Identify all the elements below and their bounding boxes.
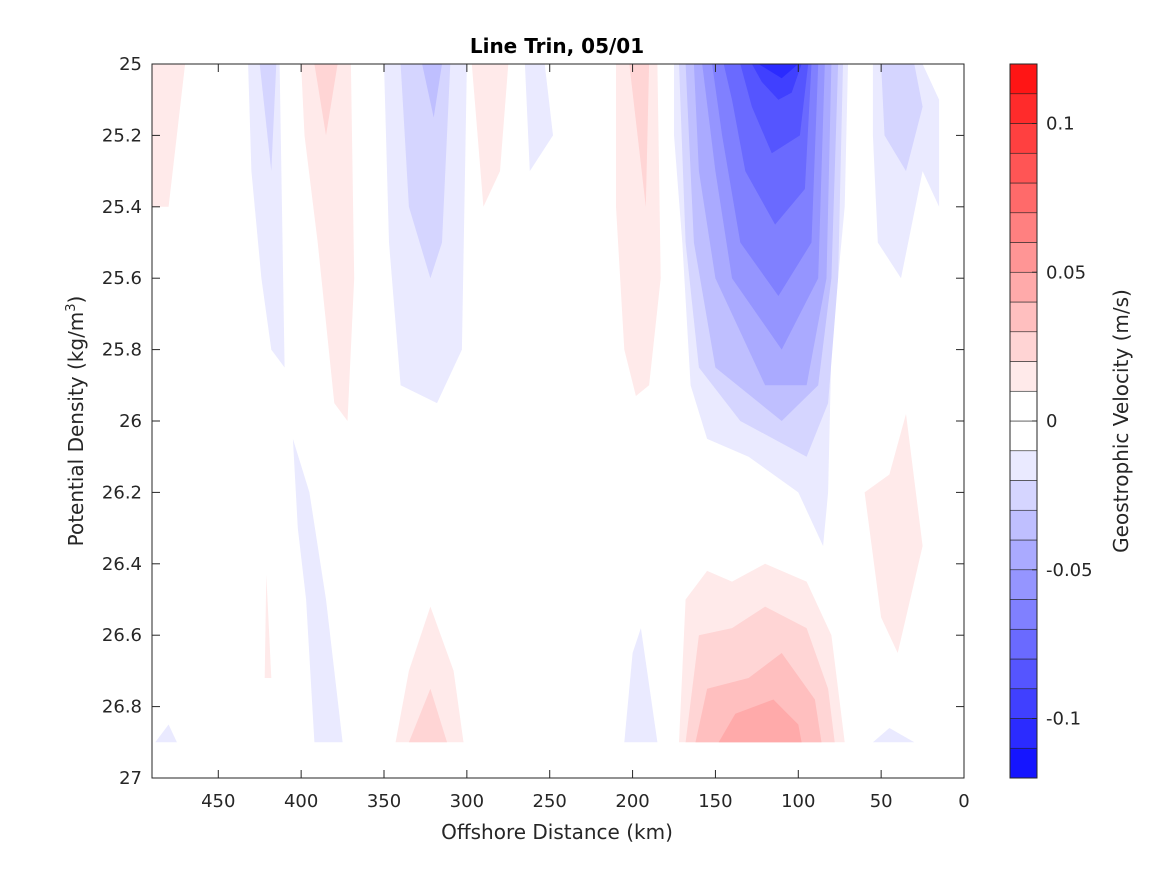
contour-regions: [152, 64, 940, 743]
x-tick-label: 450: [201, 791, 235, 812]
contour-pos-200-2: [629, 64, 650, 207]
contour-neg-330-3: [422, 64, 442, 118]
y-tick-label: 25.2: [102, 125, 142, 146]
colorbar: 0.1 0.05 0 -0.05 -0.1 Geostrophic Velocity (…: [1009, 63, 1133, 779]
contour-neg-east-2: [881, 64, 923, 172]
colorbar-tick-label: -0.1: [1046, 709, 1081, 730]
colorbar-band: [1009, 658, 1038, 690]
contour-pos-deep-main-4: [718, 699, 802, 743]
colorbar-band: [1009, 747, 1038, 779]
y-tick-label: 26.8: [102, 697, 142, 718]
y-axis-label-close: ): [64, 296, 88, 304]
colorbar-band: [1009, 361, 1038, 392]
contour-pos-200: [616, 64, 661, 396]
x-tick-label: 50: [870, 791, 893, 812]
x-tick-label: 150: [698, 791, 732, 812]
contour-pos-490: [152, 64, 186, 207]
colorbar-band: [1009, 152, 1038, 184]
colorbar-band: [1009, 480, 1038, 511]
contour-neg-45-deep: [872, 728, 915, 743]
y-tick-label: 25.6: [102, 268, 142, 289]
contour-pos-deep-325-2: [408, 688, 447, 743]
contour-neg-480-deep: [155, 724, 177, 743]
contour-neg-260: [524, 64, 553, 172]
x-tick-label: 350: [367, 791, 401, 812]
y-tick-label: 25.4: [102, 197, 142, 218]
colorbar-band: [1009, 569, 1038, 600]
contour-pos-385-2: [314, 64, 338, 136]
colorbar-band: [1009, 688, 1038, 719]
contour-neg-core-9: [751, 64, 802, 100]
contour-pos-east-deep: [864, 413, 923, 653]
y-tick-label: 27: [119, 768, 142, 789]
colorbar-band: [1009, 390, 1038, 422]
colorbar-band: [1009, 331, 1038, 362]
colorbar-band: [1009, 301, 1038, 333]
colorbar-band: [1009, 509, 1038, 541]
y-tick-label: 26.2: [102, 482, 142, 503]
y-tick-label: 26.6: [102, 625, 142, 646]
x-axis-label: Offshore Distance (km): [441, 820, 673, 844]
x-tick-label: 200: [615, 791, 649, 812]
contour-neg-200-deep: [624, 628, 658, 743]
x-tick-label: 300: [450, 791, 484, 812]
colorbar-tick-label: 0.05: [1046, 262, 1086, 283]
contour-neg-430-2: [259, 64, 277, 172]
colorbar-band: [1009, 123, 1038, 154]
contour-pos-deep-420: [264, 574, 272, 678]
contour-neg-400-deep: [292, 438, 343, 743]
colorbar-band: [1009, 420, 1038, 452]
y-tick-label: 25: [119, 54, 142, 75]
colorbar-band: [1009, 539, 1038, 571]
y-axis-ticks: 25 25.2 25.4 25.6 25.8 26 26.2 26.4 26.6 26.8 27: [102, 54, 964, 789]
y-axis-label-main: Potential Density (kg/m: [64, 312, 88, 547]
y-tick-label: 26: [119, 411, 142, 432]
x-tick-label: 400: [284, 791, 318, 812]
plot-area: 450 400 350 300 250 200 150 100 50 0 2525.225.425…: [102, 54, 970, 812]
contour-neg-330-2: [400, 64, 451, 279]
x-axis-ticks: 450 400 350 300 250 200 150 100 50 0: [201, 64, 970, 812]
x-tick-label: 0: [958, 791, 969, 812]
contour-neg-core-10: [758, 64, 799, 79]
colorbar-band: [1009, 718, 1038, 749]
x-tick-label: 100: [781, 791, 815, 812]
colorbar-band: [1009, 599, 1038, 630]
y-axis-label: Potential Density (kg/m3): [64, 296, 88, 547]
colorbar-band: [1009, 271, 1038, 303]
colorbar-label: Geostrophic Velocity (m/s): [1109, 289, 1133, 553]
colorbar-bands: [1009, 63, 1038, 779]
contour-pos-deep-325: [395, 606, 464, 743]
colorbar-band: [1009, 63, 1038, 95]
contour-pos-385: [301, 64, 355, 421]
y-tick-label: 26.4: [102, 554, 142, 575]
colorbar-tick-label: 0.1: [1046, 114, 1075, 135]
colorbar-tick-label: -0.05: [1046, 560, 1093, 581]
chart-title: Line Trin, 05/01: [470, 34, 644, 58]
colorbar-band: [1009, 242, 1038, 273]
x-tick-label: 250: [533, 791, 567, 812]
colorbar-band: [1009, 212, 1038, 243]
colorbar-band: [1009, 93, 1038, 124]
colorbar-band: [1009, 182, 1038, 214]
contour-pos-290: [471, 64, 509, 207]
contour-neg-430: [248, 64, 285, 368]
y-axis-label-superscript: 3: [64, 303, 79, 311]
colorbar-band: [1009, 628, 1038, 660]
colorbar-tick-label: 0: [1046, 411, 1057, 432]
colorbar-band: [1009, 450, 1038, 481]
y-tick-label: 25.8: [102, 340, 142, 361]
colorbar-ticks: 0.1 0.05 0 -0.05 -0.1: [1032, 114, 1093, 730]
